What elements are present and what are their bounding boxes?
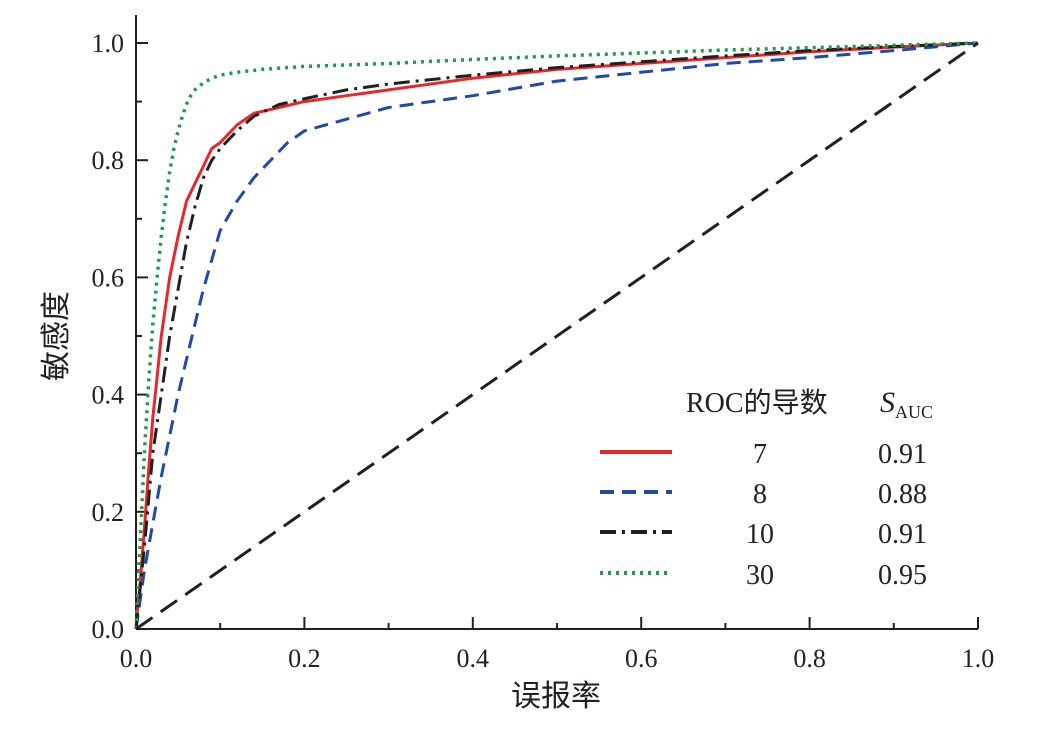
roc-curve-7: [134, 41, 979, 630]
legend-label-8: 8: [753, 479, 767, 510]
legend-header-s: S: [880, 386, 895, 419]
legend-auc-30: 0.95: [878, 560, 927, 591]
legend-rows: 7 0.91 8 0.88 10 0.91 30 0.95: [600, 439, 927, 591]
legend-auc-7: 0.91: [878, 439, 927, 470]
legend-label-30: 30: [746, 560, 774, 591]
roc-curve-30: [134, 41, 979, 630]
y-tick-label: 0.4: [92, 381, 125, 410]
series-group: [134, 41, 979, 631]
legend: ROC的导数 SAUC 7 0.91 8 0.88 10 0.91 30 0.95: [600, 386, 933, 591]
roc-curve-10: [134, 41, 979, 630]
x-tick-label: 1.0: [962, 644, 995, 673]
legend-auc-10: 0.91: [878, 519, 927, 550]
y-tick-label: 1.0: [92, 29, 125, 58]
y-tick-label: 0.6: [92, 263, 125, 292]
legend-header-sauc: SAUC: [880, 386, 933, 422]
x-tick-label: 0.6: [625, 644, 658, 673]
x-tick-label: 0.2: [288, 644, 321, 673]
y-tick-label: 0.0: [92, 615, 125, 644]
legend-label-10: 10: [746, 519, 774, 550]
x-tick-label: 0.8: [793, 644, 826, 673]
x-tick-label: 0.0: [120, 644, 153, 673]
y-axis-title: 敏感度: [39, 291, 74, 381]
legend-header-subscript: AUC: [895, 402, 933, 422]
x-tick-label: 0.4: [457, 644, 490, 673]
plot-frame: [135, 15, 979, 630]
roc-curve-8: [134, 41, 979, 630]
y-tick-label: 0.2: [92, 498, 125, 527]
legend-header-derivative: ROC的导数: [686, 387, 828, 419]
reference-diagonal: [135, 41, 979, 631]
x-axis-title: 误报率: [511, 679, 601, 714]
legend-label-7: 7: [753, 439, 767, 470]
y-tick-label: 0.8: [92, 146, 125, 175]
x-axis: 0.0 0.2 0.4 0.6 0.8 1.0: [120, 617, 995, 673]
legend-auc-8: 0.88: [878, 479, 927, 510]
y-axis: 0.0 0.2 0.4 0.6 0.8 1.0: [92, 29, 148, 644]
